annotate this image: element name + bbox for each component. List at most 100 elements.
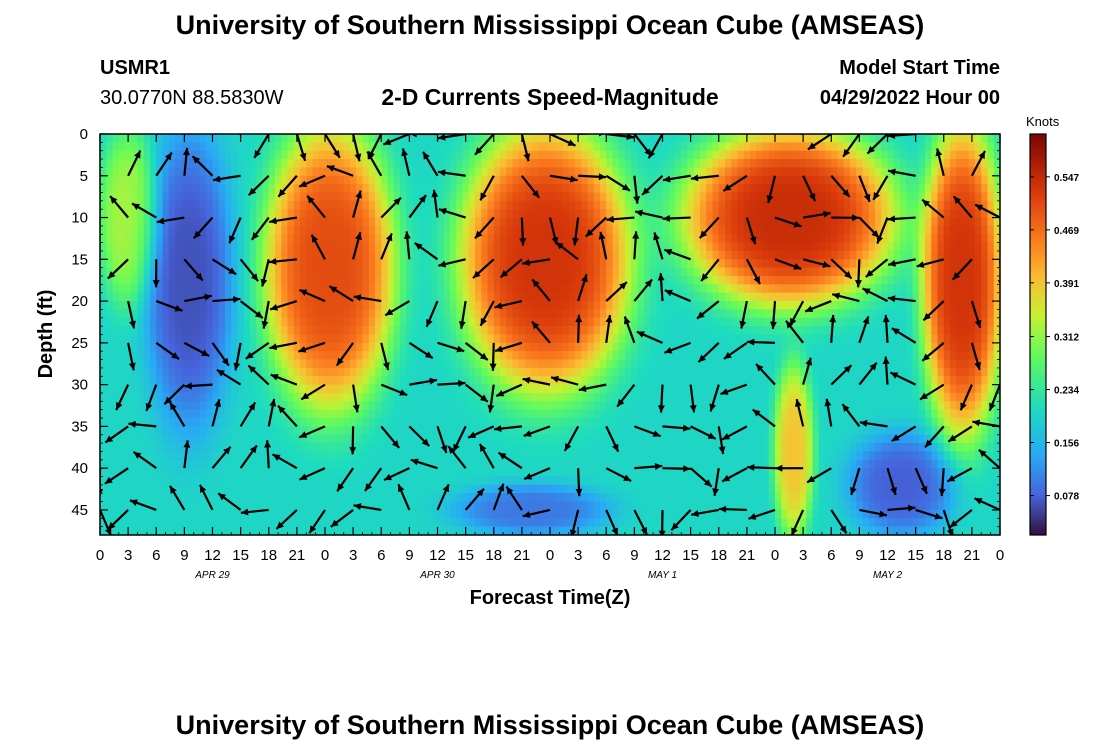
heat-cell	[418, 509, 426, 519]
heat-cell	[450, 334, 457, 344]
heat-cell	[600, 184, 607, 194]
heat-cell	[162, 376, 170, 386]
heat-cell	[287, 209, 295, 219]
heat-cell	[450, 442, 457, 452]
heat-cell	[537, 192, 545, 202]
heat-cell	[206, 209, 214, 219]
heat-cell	[531, 359, 539, 369]
heat-cell	[343, 259, 351, 269]
heat-cell	[131, 526, 139, 535]
heat-cell	[606, 409, 614, 419]
heat-cell	[693, 459, 701, 469]
heat-cell	[331, 159, 339, 168]
heat-cell	[512, 451, 520, 461]
heat-cell	[575, 384, 582, 394]
heat-cell	[518, 334, 526, 344]
heat-cell	[362, 401, 370, 411]
heat-cell	[606, 150, 614, 160]
heat-cell	[137, 284, 145, 294]
heat-cell	[381, 134, 389, 143]
heat-cell	[393, 275, 401, 285]
heat-cell	[550, 301, 557, 310]
heat-cell	[256, 484, 264, 494]
heat-cell	[506, 476, 514, 486]
heat-cell	[237, 217, 245, 227]
heat-cell	[362, 384, 370, 394]
heat-cell	[512, 518, 520, 528]
heat-cell	[662, 284, 670, 294]
heat-cell	[193, 351, 201, 361]
heat-cell	[512, 200, 520, 210]
heat-cell	[293, 367, 301, 377]
heat-cell	[487, 334, 495, 344]
heat-cell	[518, 209, 526, 219]
heat-cell	[468, 317, 476, 327]
heat-cell	[112, 225, 120, 235]
heat-cell	[431, 476, 439, 486]
heat-cell	[362, 259, 370, 269]
heat-cell	[150, 526, 157, 535]
heat-cell	[487, 167, 495, 177]
heat-cell	[287, 342, 295, 352]
heat-cell	[631, 217, 639, 227]
heat-cell	[393, 317, 401, 327]
heat-cell	[706, 401, 714, 411]
heat-cell	[425, 292, 432, 302]
heat-cell	[587, 317, 595, 327]
heat-cell	[443, 275, 451, 285]
heat-cell	[525, 493, 532, 502]
heat-cell	[718, 192, 726, 202]
heat-cell	[400, 209, 407, 219]
heat-cell	[393, 484, 401, 494]
heat-cell	[306, 184, 314, 194]
heat-cell	[481, 451, 489, 461]
heat-cell	[606, 534, 614, 535]
heat-cell	[262, 384, 270, 394]
heat-cell	[356, 242, 364, 252]
heat-cell	[300, 317, 307, 327]
heat-cell	[331, 376, 339, 386]
heat-cell	[493, 501, 501, 511]
heat-cell	[231, 275, 239, 285]
heat-cell	[637, 167, 645, 177]
heat-cell	[593, 501, 601, 511]
heat-cell	[100, 534, 107, 535]
heat-cell	[400, 451, 407, 461]
heat-cell	[112, 242, 120, 252]
heat-cell	[356, 434, 364, 444]
heat-cell	[575, 192, 582, 202]
heat-cell	[550, 451, 557, 461]
heat-cell	[318, 309, 326, 319]
heat-cell	[200, 334, 207, 344]
heat-cell	[193, 501, 201, 511]
heat-cell	[143, 242, 151, 252]
heat-cell	[512, 426, 520, 436]
heat-cell	[418, 526, 426, 535]
heat-cell	[412, 468, 420, 477]
heat-cell	[631, 484, 639, 494]
heat-cell	[275, 351, 282, 361]
heat-cell	[600, 200, 607, 210]
heat-cell	[293, 217, 301, 227]
heat-cell	[537, 434, 545, 444]
heat-cell	[237, 384, 245, 394]
heat-cell	[212, 309, 220, 319]
heat-cell	[581, 317, 589, 327]
heat-cell	[612, 275, 620, 285]
heat-cell	[393, 150, 401, 160]
heat-cell	[587, 275, 595, 285]
heat-cell	[131, 292, 139, 302]
heat-cell	[143, 526, 151, 535]
heat-cell	[437, 426, 445, 436]
heat-cell	[600, 459, 607, 469]
heat-cell	[187, 159, 195, 168]
heat-cell	[312, 359, 320, 369]
heat-cell	[631, 326, 639, 335]
heat-cell	[400, 518, 407, 528]
heat-cell	[368, 351, 376, 361]
heat-cell	[243, 417, 251, 427]
heat-cell	[106, 309, 114, 319]
heat-cell	[143, 484, 151, 494]
heat-cell	[675, 275, 682, 285]
heat-cell	[418, 359, 426, 369]
